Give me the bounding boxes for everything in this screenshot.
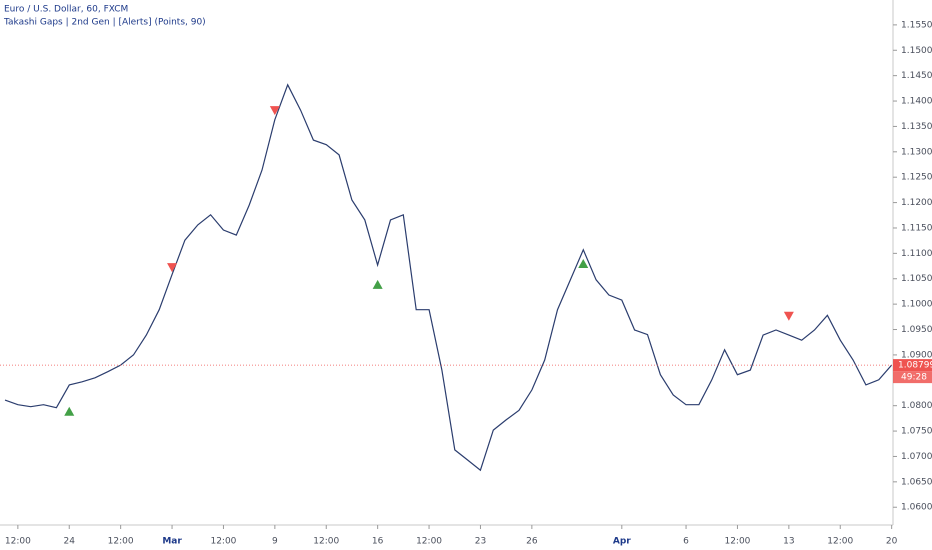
y-tick-label: 1.06500: [901, 477, 932, 487]
chart-title: Euro / U.S. Dollar, 60, FXCM: [4, 5, 128, 15]
y-tick-label: 1.15500: [901, 20, 932, 30]
countdown-box: [893, 371, 932, 384]
y-tick-label: 1.13000: [901, 147, 932, 157]
countdown-label: 49:28: [901, 373, 927, 383]
y-tick-label: 1.11500: [901, 223, 932, 233]
x-tick-label: 12:00: [416, 537, 442, 547]
x-tick-label: Apr: [613, 537, 631, 547]
y-tick-label: 1.06000: [901, 503, 932, 513]
x-tick-label: 26: [526, 537, 538, 547]
y-tick-label: 1.13500: [901, 122, 932, 132]
x-tick-label: 20: [886, 537, 898, 547]
y-tick-label: 1.09000: [901, 350, 932, 360]
up-signal: [64, 406, 75, 416]
chart-subtitle: Takashi Gaps | 2nd Gen | [Alerts] (Point…: [3, 18, 206, 28]
x-tick-label: 12:00: [724, 537, 750, 547]
y-tick-label: 1.07500: [901, 427, 932, 437]
x-tick-label: 16: [372, 537, 384, 547]
y-tick-label: 1.10000: [901, 300, 932, 310]
y-tick-label: 1.14500: [901, 71, 932, 81]
y-tick-label: 1.12000: [901, 198, 932, 208]
last-price-box: [893, 359, 932, 372]
x-tick-label: 12:00: [5, 537, 31, 547]
down-signal: [269, 106, 280, 116]
x-tick-label: 23: [475, 537, 486, 547]
y-tick-label: 1.14000: [901, 97, 932, 107]
y-tick-label: 1.08000: [901, 401, 932, 411]
x-tick-label: 12:00: [313, 537, 339, 547]
y-tick-label: 1.07000: [901, 452, 932, 462]
x-tick-label: 6: [683, 537, 689, 547]
y-tick-label: 1.10500: [901, 274, 932, 284]
price-line: [4, 83, 893, 472]
y-tick-label: 1.09500: [901, 325, 932, 335]
down-signal: [167, 263, 178, 273]
x-tick-label: 13: [783, 537, 794, 547]
x-tick-label: 9: [272, 537, 278, 547]
last-price-label: 1.08799: [898, 361, 932, 371]
x-tick-label: Mar: [162, 537, 182, 547]
x-tick-label: 12:00: [210, 537, 236, 547]
up-signal: [578, 259, 589, 269]
down-signal: [783, 311, 794, 321]
y-tick-label: 1.12500: [901, 173, 932, 183]
up-signal: [372, 279, 383, 289]
y-tick-label: 1.11000: [901, 249, 932, 259]
y-tick-label: 1.15000: [901, 46, 932, 56]
x-tick-label: 12:00: [108, 537, 134, 547]
x-tick-label: 24: [64, 537, 76, 547]
x-tick-label: 12:00: [827, 537, 853, 547]
